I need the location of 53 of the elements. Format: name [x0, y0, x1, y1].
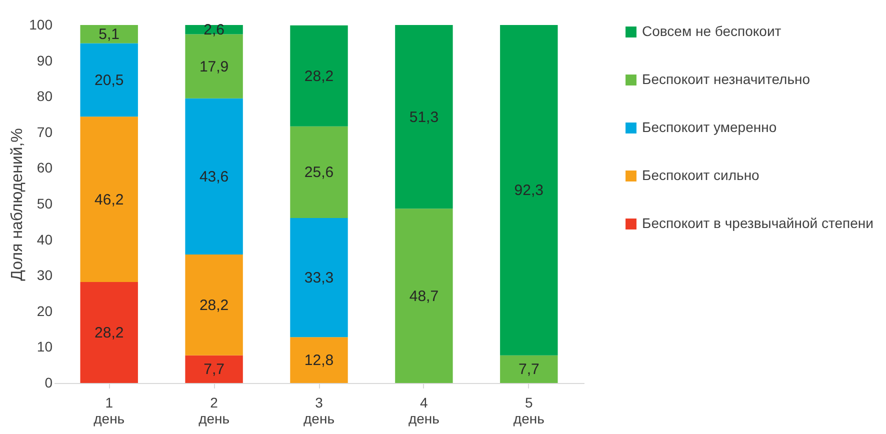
y-tick-label: 40: [36, 231, 53, 248]
data-label: 51,3: [409, 108, 439, 126]
data-label: 12,8: [304, 352, 334, 370]
bar: [500, 25, 558, 356]
data-label: 7,7: [518, 361, 540, 378]
data-label: 28,2: [94, 324, 124, 342]
x-tick-label: 2 день: [198, 394, 230, 426]
x-tick-label: 1 день: [94, 394, 125, 426]
legend-label: Совсем не беспокоит: [642, 23, 782, 39]
bar: [185, 98, 243, 254]
bar: [80, 282, 138, 383]
data-label: 7,7: [204, 361, 224, 378]
y-tick-label: 10: [36, 338, 53, 355]
data-label: 17,9: [199, 58, 229, 76]
y-tick-label: 0: [44, 374, 53, 390]
data-label: 46,2: [94, 191, 124, 208]
bar: [290, 218, 348, 338]
y-axis-title: Доля наблюдений,%: [9, 128, 26, 281]
bar: [185, 254, 243, 356]
legend-label: Беспокоит незначительно: [642, 71, 810, 87]
x-tick-label: 4 день: [408, 394, 440, 426]
legend-label: Беспокоит в чрезвычайной степени: [642, 215, 874, 231]
y-tick-label: 50: [36, 196, 53, 212]
data-label: 48,7: [409, 288, 439, 305]
bar: [500, 355, 558, 383]
bar: [80, 25, 138, 44]
data-label: 92,3: [514, 182, 544, 200]
bar: [395, 208, 453, 383]
bar: [185, 355, 243, 383]
y-tick-label: 80: [36, 88, 53, 104]
bar: [80, 116, 138, 282]
data-label: 28,2: [199, 296, 229, 314]
y-tick-label: 20: [36, 302, 53, 319]
y-tick-label: 70: [36, 124, 53, 140]
y-tick-label: 60: [36, 160, 53, 176]
data-label: 28,2: [304, 68, 334, 85]
bar: [395, 25, 453, 209]
bar: [290, 126, 348, 218]
legend-label: Беспокоит сильно: [642, 167, 760, 183]
y-tick-label: 90: [36, 52, 53, 68]
data-label: 43,6: [199, 168, 229, 186]
bar: [80, 43, 138, 117]
bar: [290, 337, 348, 383]
data-label: 20,5: [94, 72, 124, 89]
data-label: 33,3: [304, 270, 334, 287]
data-label: 25,6: [304, 164, 334, 182]
y-tick-label: 30: [36, 267, 53, 284]
bar: [290, 25, 348, 126]
x-tick-label: 3 день: [304, 394, 334, 426]
y-tick-label: 100: [29, 16, 53, 32]
data-label: 5,1: [98, 26, 120, 44]
legend-label: Беспокоит умеренно: [642, 119, 777, 135]
x-tick-label: 5 день: [513, 394, 544, 426]
